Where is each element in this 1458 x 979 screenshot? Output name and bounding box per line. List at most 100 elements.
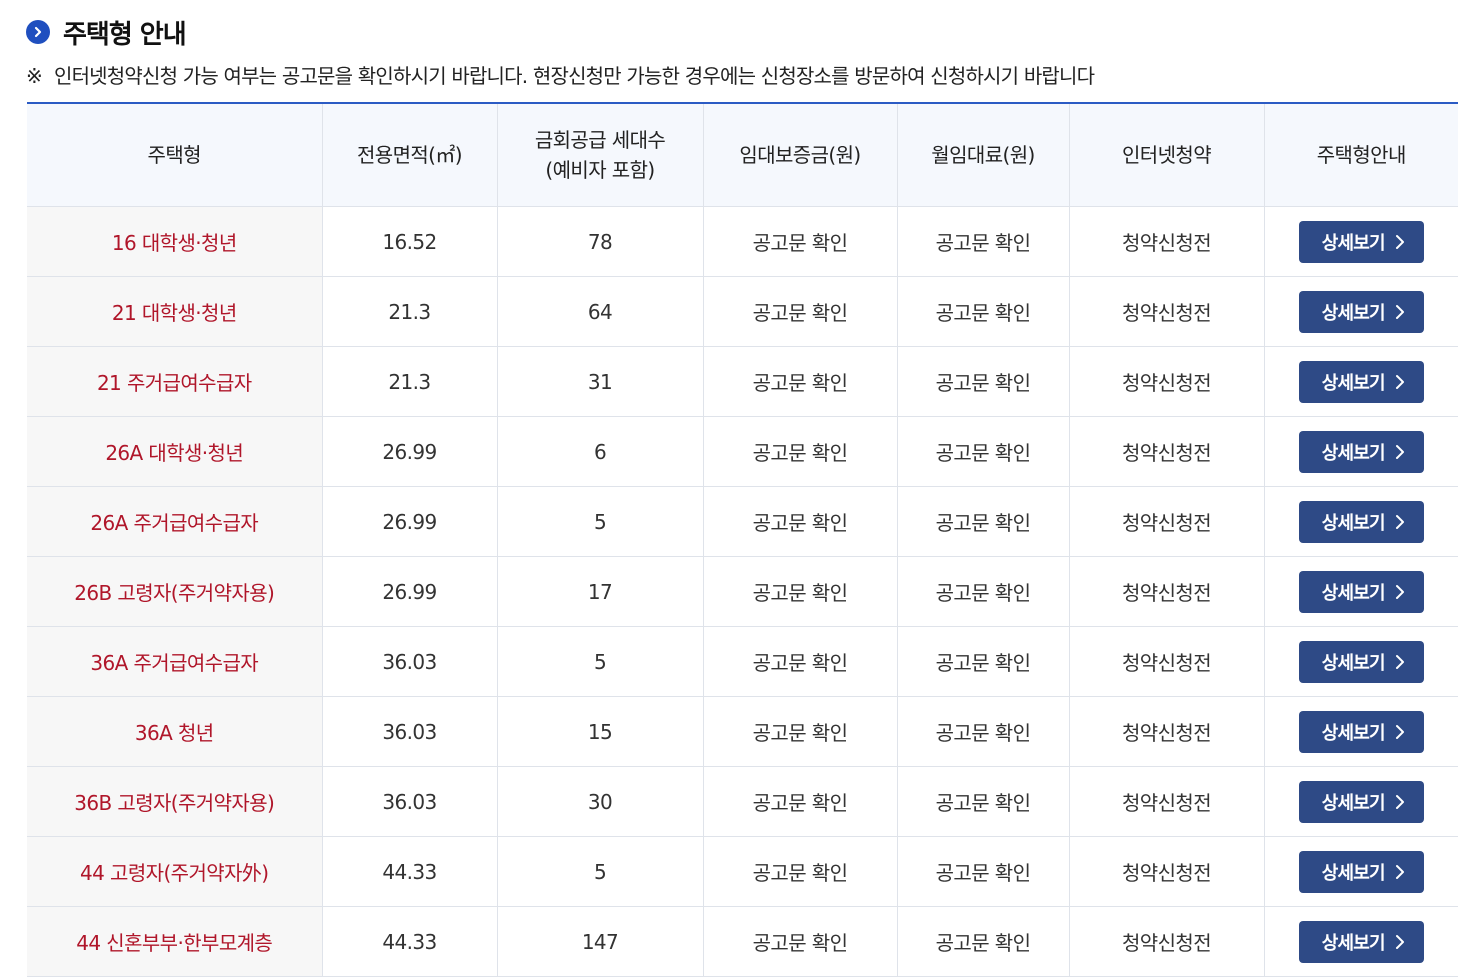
application-status-cell: 청약신청전 — [1068, 486, 1264, 557]
housing-type-cell: 36A 청년 — [27, 696, 322, 767]
chevron-right-icon — [1395, 864, 1405, 880]
application-status-cell: 청약신청전 — [1068, 836, 1264, 907]
detail-view-label: 상세보기 — [1321, 722, 1386, 744]
area-cell: 36.03 — [321, 626, 497, 697]
application-status-cell: 청약신청전 — [1068, 696, 1264, 767]
chevron-right-icon — [1395, 794, 1405, 810]
chevron-right-icon — [1395, 304, 1405, 320]
detail-view-button[interactable]: 상세보기 — [1298, 640, 1424, 683]
deposit-cell: 공고문 확인 — [702, 766, 897, 837]
notice-text: ※ 인터넷청약신청 가능 여부는 공고문을 확인하시기 바랍니다. 현장신청만 가… — [26, 60, 1095, 89]
application-status-cell: 청약신청전 — [1068, 346, 1264, 417]
housing-type-cell: 36A 주거급여수급자 — [27, 626, 322, 697]
notice-mark: ※ — [26, 64, 43, 88]
deposit-cell: 공고문 확인 — [702, 626, 897, 697]
monthly-rent-cell: 공고문 확인 — [896, 416, 1069, 487]
application-status-cell: 청약신청전 — [1068, 906, 1264, 977]
table-row: 21 주거급여수급자 21.3 31 공고문 확인 공고문 확인 청약신청전 상세보기 — [27, 346, 1458, 417]
deposit-cell: 공고문 확인 — [702, 836, 897, 907]
detail-view-label: 상세보기 — [1321, 932, 1386, 954]
monthly-rent-cell: 공고문 확인 — [896, 206, 1069, 277]
application-status-cell: 청약신청전 — [1068, 626, 1264, 697]
area-cell: 44.33 — [321, 836, 497, 907]
application-status-cell: 청약신청전 — [1068, 206, 1264, 277]
chevron-right-icon — [1395, 234, 1405, 250]
monthly-rent-cell: 공고문 확인 — [896, 556, 1069, 627]
detail-view-label: 상세보기 — [1321, 442, 1386, 464]
deposit-cell: 공고문 확인 — [702, 416, 897, 487]
detail-view-label: 상세보기 — [1321, 792, 1386, 814]
chevron-right-icon — [1395, 724, 1405, 740]
detail-view-button[interactable]: 상세보기 — [1298, 850, 1424, 893]
application-status-cell: 청약신청전 — [1068, 276, 1264, 347]
column-header-col-supply-units: 금회공급 세대수 (예비자 포함) — [496, 104, 703, 207]
column-header-col-deposit: 임대보증금(원) — [702, 104, 897, 207]
housing-type-cell: 26A 주거급여수급자 — [27, 486, 322, 557]
housing-type-table: 주택형 전용면적(㎡) 금회공급 세대수 (예비자 포함) 임대보증금(원) 월임대료(원… — [27, 102, 1458, 977]
table-row: 16 대학생·청년 16.52 78 공고문 확인 공고문 확인 청약신청전 상세보기 — [27, 206, 1458, 277]
housing-type-cell: 16 대학생·청년 — [27, 206, 322, 277]
detail-view-button[interactable]: 상세보기 — [1298, 570, 1424, 613]
area-cell: 21.3 — [321, 346, 497, 417]
detail-view-button[interactable]: 상세보기 — [1298, 500, 1424, 543]
detail-button-cell: 상세보기 — [1263, 556, 1458, 627]
table-row: 36B 고령자(주거약자용) 36.03 30 공고문 확인 공고문 확인 청약신청전 상세… — [27, 766, 1458, 837]
detail-view-label: 상세보기 — [1321, 372, 1386, 394]
column-header-label: 임대보증금(원) — [739, 143, 861, 167]
table-row: 36A 주거급여수급자 36.03 5 공고문 확인 공고문 확인 청약신청전 상세보기 — [27, 626, 1458, 697]
detail-view-label: 상세보기 — [1321, 862, 1386, 884]
monthly-rent-cell: 공고문 확인 — [896, 486, 1069, 557]
table-row: 26A 주거급여수급자 26.99 5 공고문 확인 공고문 확인 청약신청전 상세보기 — [27, 486, 1458, 557]
detail-view-button[interactable]: 상세보기 — [1298, 780, 1424, 823]
monthly-rent-cell: 공고문 확인 — [896, 276, 1069, 347]
application-status-cell: 청약신청전 — [1068, 416, 1264, 487]
column-header-col-housing-type: 주택형 — [27, 104, 322, 207]
supply-units-cell: 5 — [496, 626, 703, 697]
detail-view-button[interactable]: 상세보기 — [1298, 920, 1424, 963]
housing-type-cell: 21 주거급여수급자 — [27, 346, 322, 417]
area-cell: 36.03 — [321, 696, 497, 767]
column-header-col-monthly-rent: 월임대료(원) — [896, 104, 1069, 207]
area-cell: 16.52 — [321, 206, 497, 277]
detail-button-cell: 상세보기 — [1263, 276, 1458, 347]
table-row: 21 대학생·청년 21.3 64 공고문 확인 공고문 확인 청약신청전 상세보기 — [27, 276, 1458, 347]
table-body: 16 대학생·청년 16.52 78 공고문 확인 공고문 확인 청약신청전 상세보기 21 … — [27, 206, 1458, 977]
column-header-col-area: 전용면적(㎡) — [321, 104, 497, 207]
detail-view-button[interactable]: 상세보기 — [1298, 290, 1424, 333]
supply-units-cell: 5 — [496, 836, 703, 907]
deposit-cell: 공고문 확인 — [702, 556, 897, 627]
table-row: 44 신혼부부·한부모계층 44.33 147 공고문 확인 공고문 확인 청약신청전 상세… — [27, 906, 1458, 977]
supply-units-cell: 5 — [496, 486, 703, 557]
detail-view-label: 상세보기 — [1321, 512, 1386, 534]
chevron-right-icon — [1395, 934, 1405, 950]
housing-type-cell: 26B 고령자(주거약자용) — [27, 556, 322, 627]
column-header-label: 주택형 — [147, 143, 202, 167]
column-header-col-housing-info: 주택형안내 — [1263, 104, 1458, 207]
detail-button-cell: 상세보기 — [1263, 696, 1458, 767]
deposit-cell: 공고문 확인 — [702, 276, 897, 347]
detail-view-button[interactable]: 상세보기 — [1298, 710, 1424, 753]
supply-units-cell: 15 — [496, 696, 703, 767]
detail-button-cell: 상세보기 — [1263, 836, 1458, 907]
supply-units-cell: 31 — [496, 346, 703, 417]
area-cell: 36.03 — [321, 766, 497, 837]
area-cell: 44.33 — [321, 906, 497, 977]
chevron-right-icon — [1395, 374, 1405, 390]
detail-view-button[interactable]: 상세보기 — [1298, 430, 1424, 473]
table-row: 44 고령자(주거약자外) 44.33 5 공고문 확인 공고문 확인 청약신청전 상세보기 — [27, 836, 1458, 907]
column-header-label: 월임대료(원) — [931, 143, 1035, 167]
detail-button-cell: 상세보기 — [1263, 486, 1458, 557]
column-header-label: 금회공급 세대수 — [534, 128, 666, 152]
table-row: 26A 대학생·청년 26.99 6 공고문 확인 공고문 확인 청약신청전 상세보기 — [27, 416, 1458, 487]
deposit-cell: 공고문 확인 — [702, 486, 897, 557]
detail-view-label: 상세보기 — [1321, 652, 1386, 674]
detail-button-cell: 상세보기 — [1263, 626, 1458, 697]
detail-view-label: 상세보기 — [1321, 582, 1386, 604]
column-header-col-internet-application: 인터넷청약 — [1068, 104, 1264, 207]
notice-message: 인터넷청약신청 가능 여부는 공고문을 확인하시기 바랍니다. 현장신청만 가능… — [53, 64, 1095, 88]
column-header-label: 인터넷청약 — [1122, 143, 1212, 167]
detail-view-button[interactable]: 상세보기 — [1298, 220, 1424, 263]
monthly-rent-cell: 공고문 확인 — [896, 696, 1069, 767]
application-status-cell: 청약신청전 — [1068, 766, 1264, 837]
detail-view-button[interactable]: 상세보기 — [1298, 360, 1424, 403]
